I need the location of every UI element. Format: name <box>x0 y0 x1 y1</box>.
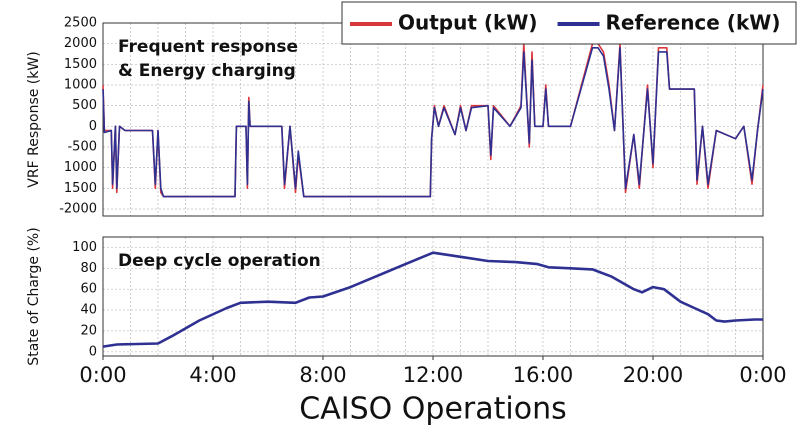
y-tick-label: 60 <box>80 282 97 297</box>
x-axis-label: CAISO Operations <box>299 392 566 427</box>
y-tick-label: 1500 <box>64 57 97 72</box>
x-tick-label: 0:00 <box>739 363 786 387</box>
x-tick-label: 0:00 <box>79 363 126 387</box>
y-tick-label: 1000 <box>64 160 97 175</box>
y-tick-label: 0 <box>89 119 97 134</box>
annotation: Frequent response <box>118 37 298 57</box>
x-tick-label: 16:00 <box>513 363 574 387</box>
y-axis-label: VRF Response (kW) <box>26 51 42 187</box>
x-tick-label: 4:00 <box>189 363 236 387</box>
y-tick-label: -2000 <box>59 201 97 216</box>
annotation: & Energy charging <box>118 61 296 81</box>
x-tick-label: 12:00 <box>403 363 464 387</box>
legend-label: Reference (kW) <box>606 11 781 35</box>
y-tick-label: 100 <box>72 240 97 255</box>
series-line <box>102 47 764 198</box>
y-tick-label: 2000 <box>64 36 97 51</box>
y-axis-label: State of Charge (%) <box>26 227 42 365</box>
y-tick-label: -500 <box>67 139 97 154</box>
y-tick-label: 1000 <box>64 77 97 92</box>
x-tick-label: 20:00 <box>623 363 684 387</box>
y-tick-label: 500 <box>72 98 97 113</box>
plot-frame <box>102 236 764 357</box>
legend-label: Output (kW) <box>398 11 538 35</box>
y-tick-label: 20 <box>80 323 97 338</box>
y-tick-label: 2500 <box>64 16 97 31</box>
y-tick-label: 0 <box>89 344 97 359</box>
y-tick-label: 1500 <box>64 181 97 196</box>
annotation: Deep cycle operation <box>118 251 321 271</box>
y-tick-label: 40 <box>80 303 97 318</box>
x-tick-label: 8:00 <box>299 363 346 387</box>
y-tick-label: 80 <box>80 261 97 276</box>
series-line <box>102 251 763 348</box>
